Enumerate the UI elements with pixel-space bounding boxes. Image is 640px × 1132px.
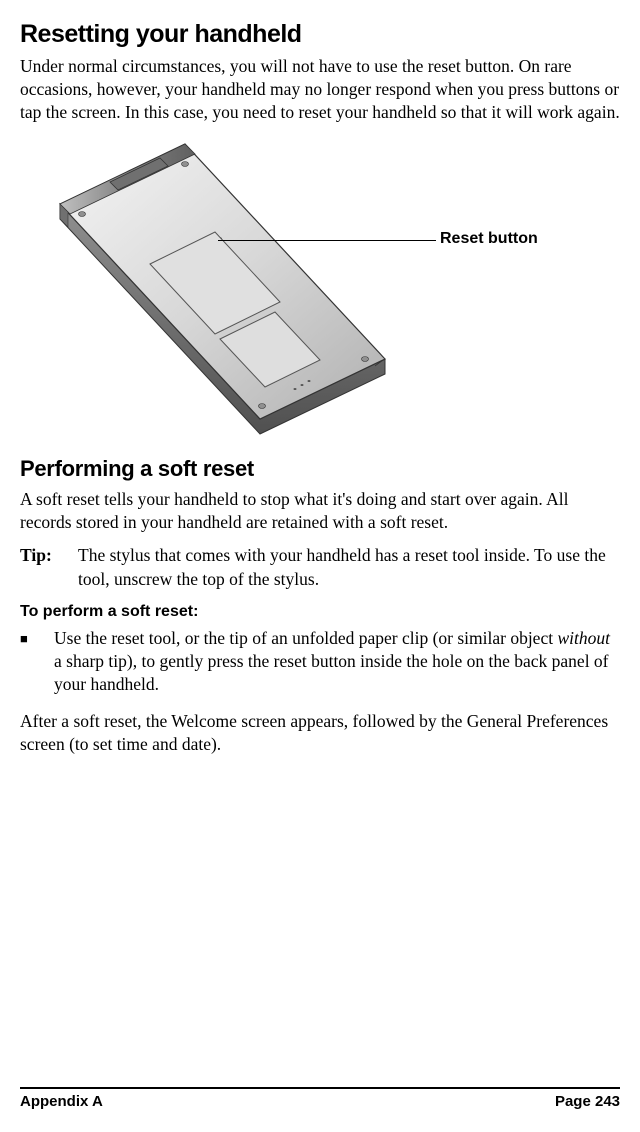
soft-reset-paragraph: A soft reset tells your handheld to stop… bbox=[20, 488, 620, 534]
bullet-item: ■ Use the reset tool, or the tip of an u… bbox=[20, 627, 620, 696]
instruction-heading: To perform a soft reset: bbox=[20, 603, 620, 621]
handheld-illustration bbox=[20, 134, 420, 444]
tip-label: Tip: bbox=[20, 544, 78, 590]
device-figure: Reset button bbox=[20, 134, 620, 444]
after-paragraph: After a soft reset, the Welcome screen a… bbox=[20, 710, 620, 756]
bullet-text-italic: without bbox=[557, 628, 610, 648]
main-heading: Resetting your handheld bbox=[20, 20, 620, 49]
bullet-text-post: a sharp tip), to gently press the reset … bbox=[54, 651, 609, 694]
callout-line bbox=[218, 240, 436, 241]
reset-button-callout: Reset button bbox=[440, 230, 538, 248]
page-footer: Appendix A Page 243 bbox=[20, 1087, 620, 1110]
bullet-text: Use the reset tool, or the tip of an unf… bbox=[54, 627, 620, 696]
tip-text: The stylus that comes with your handheld… bbox=[78, 544, 620, 590]
sub-heading: Performing a soft reset bbox=[20, 456, 620, 482]
bullet-text-pre: Use the reset tool, or the tip of an unf… bbox=[54, 628, 557, 648]
footer-left: Appendix A bbox=[20, 1093, 103, 1110]
intro-paragraph: Under normal circumstances, you will not… bbox=[20, 55, 620, 124]
tip-block: Tip: The stylus that comes with your han… bbox=[20, 544, 620, 590]
bullet-marker: ■ bbox=[20, 627, 54, 696]
footer-right: Page 243 bbox=[555, 1093, 620, 1110]
